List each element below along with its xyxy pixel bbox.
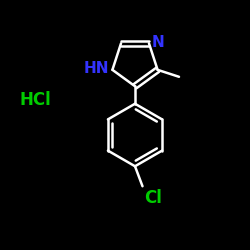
- Text: Cl: Cl: [144, 189, 162, 207]
- Text: HCl: HCl: [19, 91, 51, 109]
- Text: HN: HN: [84, 61, 110, 76]
- Text: N: N: [152, 34, 165, 50]
